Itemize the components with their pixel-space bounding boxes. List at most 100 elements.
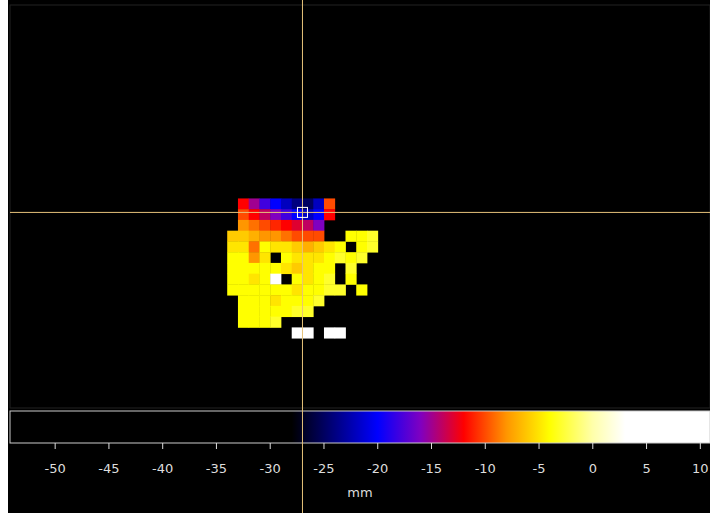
cell [292, 263, 303, 274]
tick [592, 443, 593, 449]
cell [292, 252, 303, 263]
cell [259, 231, 270, 242]
cell [259, 306, 270, 317]
tick [539, 443, 540, 449]
cell [249, 252, 260, 263]
cell [302, 252, 313, 263]
cell [292, 284, 303, 295]
cell [227, 263, 238, 274]
cell [356, 231, 367, 242]
cell [259, 317, 270, 328]
cell [227, 274, 238, 285]
cell [324, 327, 335, 338]
cell [324, 274, 335, 285]
tick [55, 443, 56, 449]
cell [313, 274, 324, 285]
cell [238, 317, 249, 328]
chart: -50-45-40-35-30-25-20-15-10-50510mm [0, 0, 710, 513]
cell [259, 295, 270, 306]
cell [345, 252, 356, 263]
tick-label: 0 [589, 461, 597, 476]
cell [281, 252, 292, 263]
cell [335, 327, 346, 338]
cell [249, 284, 260, 295]
cell [324, 263, 335, 274]
axis-title: mm [347, 485, 372, 500]
cell [302, 327, 313, 338]
cell [313, 284, 324, 295]
cell [335, 241, 346, 252]
cell [302, 274, 313, 285]
cell [345, 274, 356, 285]
cell [335, 252, 346, 263]
cell [292, 306, 303, 317]
cell [324, 209, 335, 220]
cell [249, 231, 260, 242]
cell [227, 252, 238, 263]
cell [292, 327, 303, 338]
tick-label: -10 [475, 461, 496, 476]
cell [238, 295, 249, 306]
cell [238, 231, 249, 242]
cell [249, 317, 260, 328]
cell [259, 241, 270, 252]
cell [249, 209, 260, 220]
tick [270, 443, 271, 449]
tick [323, 443, 324, 449]
cell [238, 263, 249, 274]
tick [700, 443, 701, 449]
cell [259, 209, 270, 220]
cell [345, 263, 356, 274]
tick-label: -40 [152, 461, 173, 476]
cell [356, 252, 367, 263]
cell [302, 284, 313, 295]
cell [259, 274, 270, 285]
cell [270, 209, 281, 220]
cell [270, 295, 281, 306]
cell [270, 220, 281, 231]
cell [270, 317, 281, 328]
tick-label: -20 [367, 461, 388, 476]
cell [292, 220, 303, 231]
cell [259, 198, 270, 209]
cell [345, 231, 356, 242]
cell [302, 241, 313, 252]
cell [270, 306, 281, 317]
plot-frame [10, 5, 710, 408]
cursor-box [297, 207, 307, 217]
cell [270, 263, 281, 274]
tick-label: -35 [206, 461, 227, 476]
tick-label: 5 [642, 461, 650, 476]
cell [249, 198, 260, 209]
cell [270, 241, 281, 252]
cell [238, 220, 249, 231]
cell [335, 284, 346, 295]
cell [249, 241, 260, 252]
cell [356, 284, 367, 295]
cell [313, 209, 324, 220]
cell [292, 274, 303, 285]
cell [238, 274, 249, 285]
tick [162, 443, 163, 449]
cell [313, 295, 324, 306]
cell [249, 263, 260, 274]
cell [302, 231, 313, 242]
cell [281, 263, 292, 274]
cell [227, 241, 238, 252]
cell [259, 220, 270, 231]
cell [238, 209, 249, 220]
tick [377, 443, 378, 449]
tick-label: -45 [98, 461, 119, 476]
cell [259, 284, 270, 295]
cell [270, 274, 281, 285]
cell [238, 198, 249, 209]
cell [324, 284, 335, 295]
cell [249, 295, 260, 306]
cell [270, 284, 281, 295]
cell [302, 295, 313, 306]
tick [108, 443, 109, 449]
cell [302, 306, 313, 317]
cell [324, 198, 335, 209]
tick-label: -25 [313, 461, 334, 476]
cell [238, 252, 249, 263]
